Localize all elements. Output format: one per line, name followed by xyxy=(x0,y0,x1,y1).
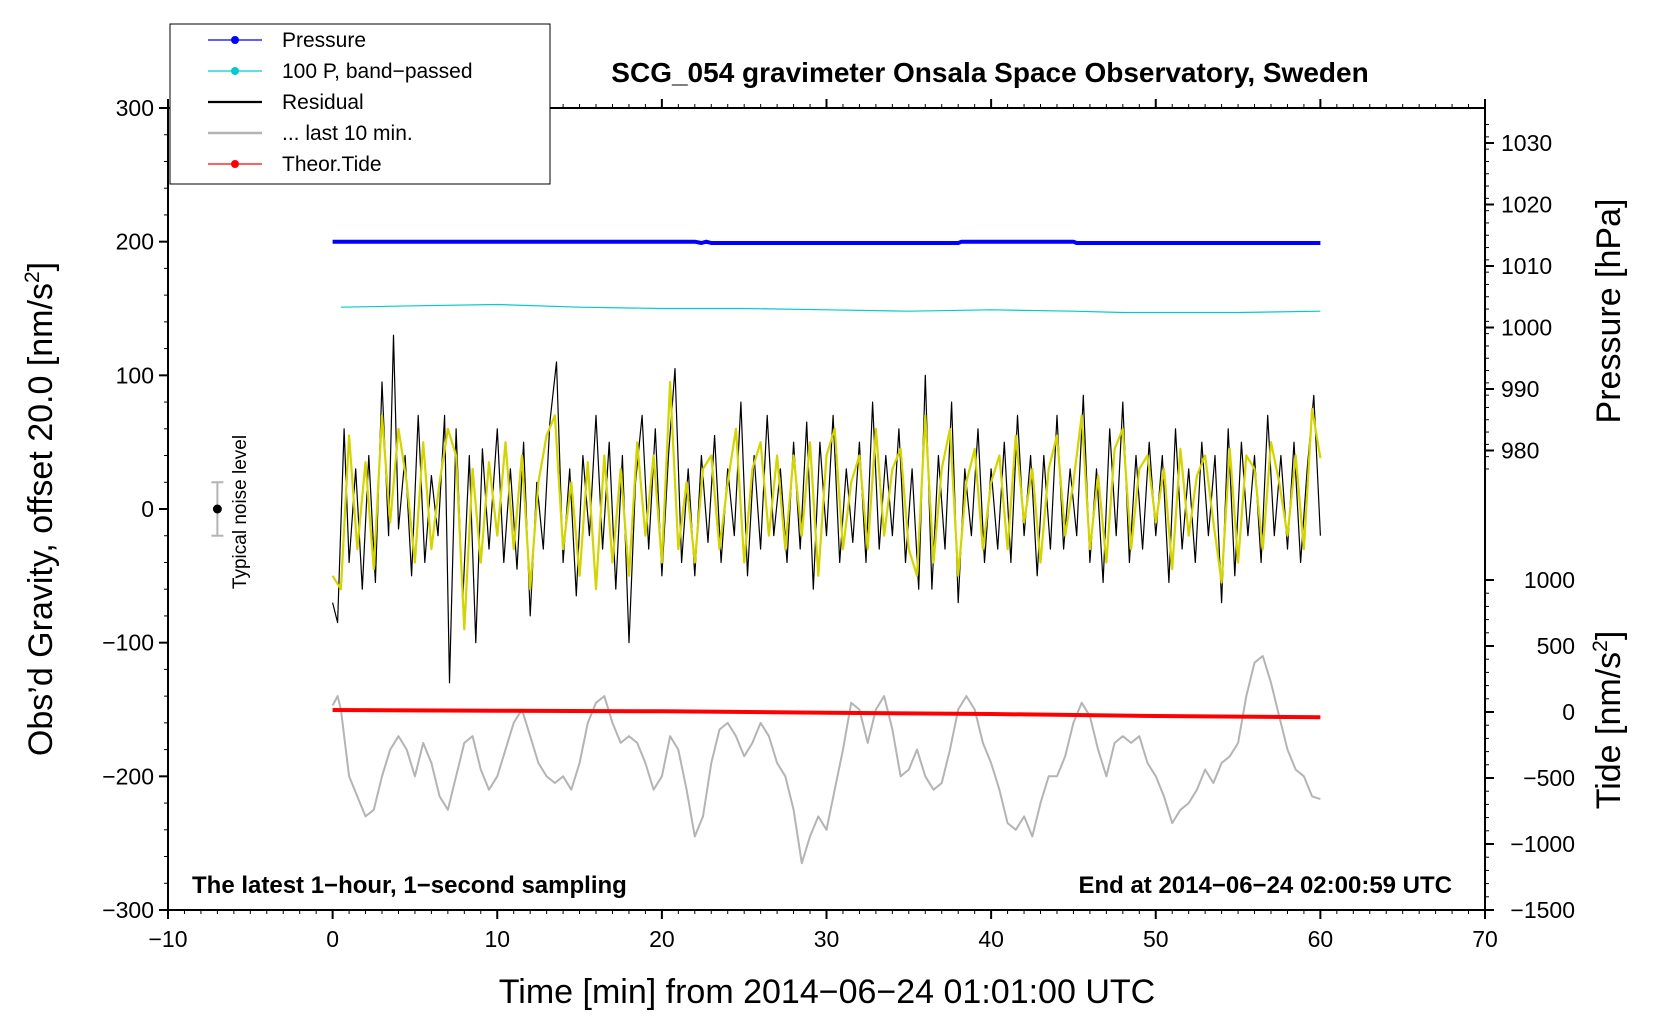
annotation-right: End at 2014−06−24 02:00:59 UTC xyxy=(1078,872,1452,899)
legend-box xyxy=(169,23,551,185)
y-tick-label: −300 xyxy=(102,897,154,923)
tide-tick-label: 0 xyxy=(1562,699,1575,725)
x-tick-label: 10 xyxy=(484,926,510,952)
legend-label: ... last 10 min. xyxy=(282,122,413,145)
series-residual xyxy=(332,334,1321,684)
series-pressure xyxy=(332,239,1321,245)
x-tick-label: 70 xyxy=(1472,926,1498,952)
x-tick-label: 0 xyxy=(326,926,339,952)
legend-label: 100 P, band−passed xyxy=(282,60,473,83)
y-tick-label: 0 xyxy=(141,496,154,522)
series-fitted xyxy=(331,380,1322,631)
y-axis-label-left-sup: 2 xyxy=(21,271,44,283)
y-tick-label: −100 xyxy=(102,630,154,656)
x-axis-ticks: −10 0 10 20 30 40 50 60 70 xyxy=(148,99,1498,952)
y-axis-label-left-main: Obs’d Gravity, offset 20.0 [nm/s xyxy=(22,283,60,756)
tide-tick-label: 500 xyxy=(1537,633,1575,659)
y-tick-label: 100 xyxy=(116,362,154,388)
series-theor-tide xyxy=(332,708,1321,720)
tide-tick-label: −1000 xyxy=(1510,831,1575,857)
y-axis-label-tide-end: ] xyxy=(1590,631,1628,640)
tide-tick-label: −500 xyxy=(1523,765,1575,791)
y-axis-label-tide-main: Tide [nm/s xyxy=(1590,652,1628,809)
legend-marker xyxy=(231,160,239,168)
series-group xyxy=(331,239,1322,865)
legend-label: Pressure xyxy=(282,29,366,52)
y-tick-label: −200 xyxy=(102,763,154,789)
pressure-tick-label: 1010 xyxy=(1501,253,1552,279)
pressure-tick-label: 1030 xyxy=(1501,130,1552,156)
legend: Pressure 100 P, band−passed Residual ... la… xyxy=(169,23,551,185)
y-tick-label: 200 xyxy=(116,229,154,255)
noise-bar xyxy=(211,481,224,537)
series-100-p-band-passed xyxy=(340,303,1321,314)
plot-frame xyxy=(167,107,1486,911)
y-axis-label-left-end: ] xyxy=(22,262,60,271)
x-tick-label: −10 xyxy=(148,926,187,952)
pressure-tick-label: 990 xyxy=(1501,376,1539,402)
x-tick-label: 40 xyxy=(978,926,1004,952)
x-tick-label: 60 xyxy=(1308,926,1334,952)
y-tick-label: 300 xyxy=(116,95,154,121)
x-tick-label: 50 xyxy=(1143,926,1169,952)
annotation-left: The latest 1−hour, 1−second sampling xyxy=(192,872,627,899)
x-axis-label: Time [min] from 2014−06−24 01:01:00 UTC xyxy=(499,973,1155,1011)
y-axis-label-tide: Tide [nm/s2] xyxy=(1589,631,1628,810)
tide-tick-label: −1500 xyxy=(1510,897,1575,923)
tide-tick-label: 1000 xyxy=(1524,567,1575,593)
noise-label: Typical noise level xyxy=(230,435,251,589)
y-axis-label-pressure: Pressure [hPa] xyxy=(1590,199,1628,424)
legend-label: Theor.Tide xyxy=(282,153,382,176)
pressure-tick-label: 1020 xyxy=(1501,192,1552,218)
pressure-axis-ticks: 1030 1020 1010 1000 990 980 xyxy=(1485,124,1552,470)
noise-bar-dot xyxy=(212,504,222,514)
y-axis-ticks: 300 200 100 0 −100 −200 −300 xyxy=(102,95,168,923)
pressure-tick-label: 980 xyxy=(1501,438,1539,464)
legend-marker xyxy=(231,36,239,44)
y-axis-label-tide-sup: 2 xyxy=(1589,640,1612,652)
y-axis-label-left: Obs’d Gravity, offset 20.0 [nm/s2] xyxy=(21,262,60,756)
x-tick-label: 30 xyxy=(814,926,840,952)
pressure-tick-label: 1000 xyxy=(1501,315,1552,341)
series--last-10-min- xyxy=(331,655,1321,865)
x-tick-label: 20 xyxy=(649,926,675,952)
legend-label: Residual xyxy=(282,91,364,114)
tide-axis-ticks: 1000 500 0 −500 −1000 −1500 xyxy=(1485,567,1575,923)
chart-title: SCG_054 gravimeter Onsala Space Observat… xyxy=(611,57,1368,88)
legend-marker xyxy=(231,67,239,75)
